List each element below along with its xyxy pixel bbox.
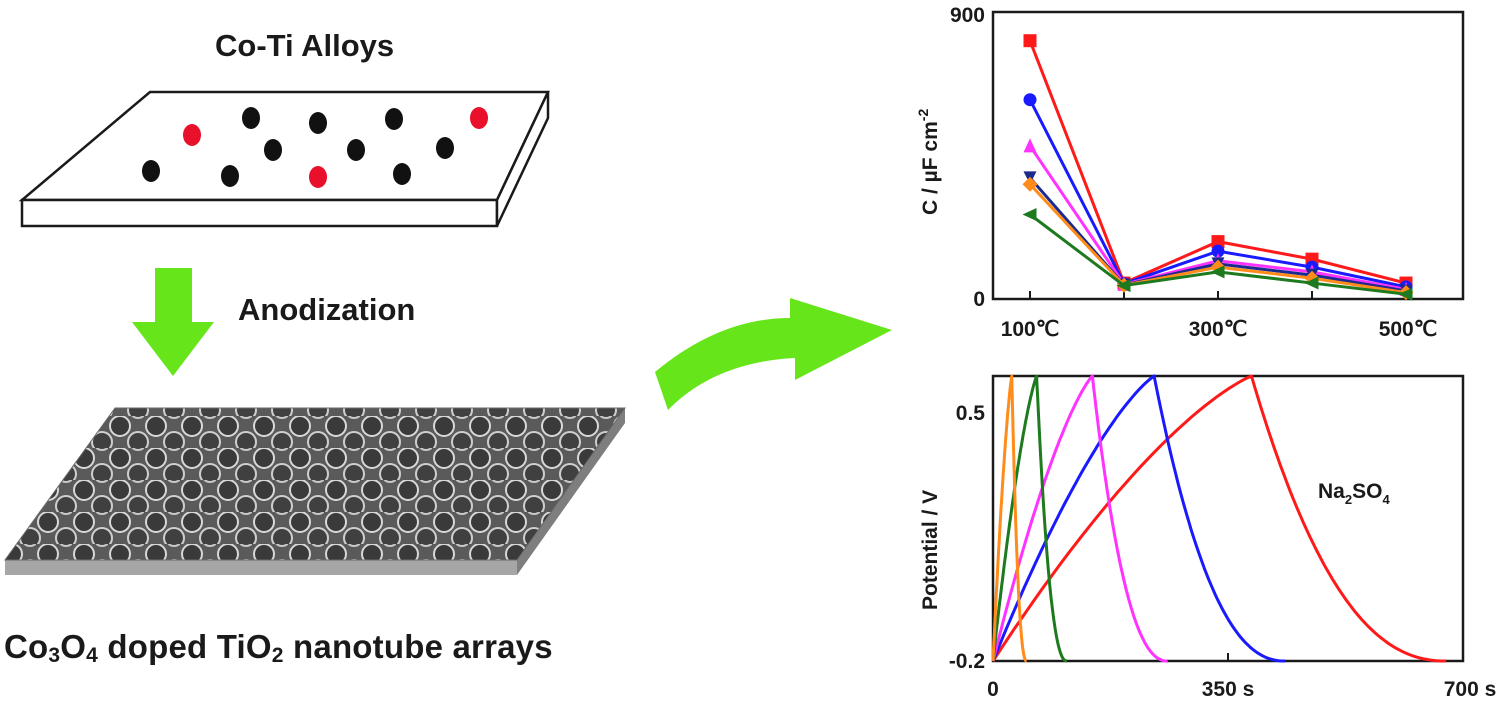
chart2-series-curve [991, 374, 1168, 663]
ti-atom [347, 139, 365, 161]
co-atom [470, 107, 488, 129]
ti-atom [264, 139, 282, 161]
curved-arrow-icon [655, 298, 892, 410]
chart1-data-point [1023, 34, 1037, 48]
chart1-xtick-100: 100℃ [1001, 318, 1060, 341]
chart1-ytick-0: 0 [973, 288, 985, 311]
chart2-ytick-bottom: -0.2 [949, 650, 985, 673]
chart2-xtick-350: 350 s [1202, 678, 1255, 701]
chart2-xtick-0: 0 [987, 678, 999, 701]
chart1-xtick-500: 500℃ [1379, 318, 1438, 341]
chart2-ytick-top: 0.5 [956, 402, 986, 425]
chart1-ytick-900: 900 [950, 4, 985, 27]
capacitance-chart: 900 0 100℃ 300℃ 500℃ C / µF cm-2 [915, 4, 1465, 341]
chart1-data-point [1116, 279, 1131, 293]
nanotube-plate [4, 407, 626, 575]
ti-atom [385, 108, 403, 130]
anodization-label: Anodization [238, 292, 416, 327]
chart1-ylabel: C / µF cm-2 [915, 109, 942, 215]
alloy-atoms [142, 107, 488, 188]
potential-chart: 0.5 -0.2 0 350 s 700 s Potential / V Na2… [919, 374, 1497, 701]
chart2-series-curve [991, 374, 1068, 663]
chart1-data-point [1210, 265, 1225, 279]
ti-atom [436, 137, 454, 159]
chart1-frame [991, 10, 1465, 301]
chart1-data-point [1211, 235, 1225, 249]
ti-atom [393, 163, 411, 185]
ti-atom [221, 165, 239, 187]
chart1-data-point [1022, 207, 1037, 221]
chart1-data-point [1022, 176, 1038, 192]
electrolyte-label: Na2SO4 [1318, 480, 1390, 507]
ti-atom [142, 160, 160, 182]
chart1-data-point [1398, 287, 1413, 301]
chart1-data-point [1211, 244, 1225, 258]
ti-atom [309, 112, 327, 134]
down-arrow-icon [132, 268, 214, 376]
nanotube-caption: Co3O4 doped TiO2 nanotube arrays [4, 628, 553, 667]
chart2-series-curve [991, 374, 1028, 663]
chart1-data-point [1023, 138, 1037, 153]
chart2-ylabel: Potential / V [919, 490, 942, 610]
chart2-xtick-700: 700 s [1444, 678, 1497, 701]
co-atom [183, 124, 201, 146]
chart1-data-point [1304, 276, 1319, 290]
chart1-xtick-300: 300℃ [1189, 318, 1248, 341]
alloy-title: Co-Ti Alloys [215, 28, 395, 63]
chart1-data-point [1023, 93, 1037, 107]
chart2-series-curve [991, 374, 1447, 663]
chart2-series-curve [991, 374, 1286, 663]
ti-atom [242, 107, 260, 129]
alloy-slab [18, 90, 550, 228]
co-atom [309, 166, 327, 188]
